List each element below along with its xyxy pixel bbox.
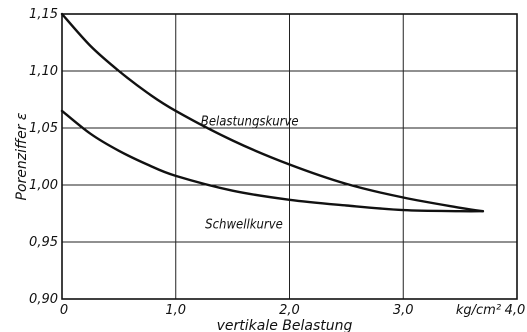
series-label-belastungskurve: Belastungskurve — [201, 115, 299, 130]
series-line-belastungskurve — [60, 12, 485, 213]
y-tick-label: 1,15 — [29, 7, 58, 22]
x-axis-unit: kg/cm² — [456, 303, 501, 318]
x-tick-label: 3,0 — [393, 303, 414, 318]
x-tick-label: 4,0 — [505, 303, 526, 318]
y-tick-label: 1,10 — [29, 64, 58, 79]
y-tick-labels: 0,90 0,95 1,00 1,05 1,10 1,15 — [29, 7, 58, 307]
series-line-schwellkurve — [60, 109, 485, 213]
y-tick-label: 1,05 — [29, 121, 58, 136]
y-tick-label: 1,00 — [29, 178, 58, 193]
x-tick-labels: 0 1,0 2,0 3,0 4,0 — [60, 303, 525, 318]
plot-frame — [61, 13, 518, 300]
x-tick-label: 1,0 — [165, 303, 186, 318]
y-tick-label: 0,95 — [29, 235, 58, 250]
y-tick-label: 0,90 — [29, 292, 58, 307]
x-tick-label: 0 — [60, 303, 68, 318]
curves — [60, 12, 485, 213]
series-label-schwellkurve: Schwellkurve — [205, 217, 283, 232]
x-axis-title: vertikale Belastung — [217, 318, 353, 332]
y-axis-title: Porenziffer ε — [14, 112, 30, 200]
curve-labels: Belastungskurve Schwellkurve — [201, 115, 299, 233]
grid — [62, 14, 517, 299]
x-tick-label: 2,0 — [279, 303, 300, 318]
